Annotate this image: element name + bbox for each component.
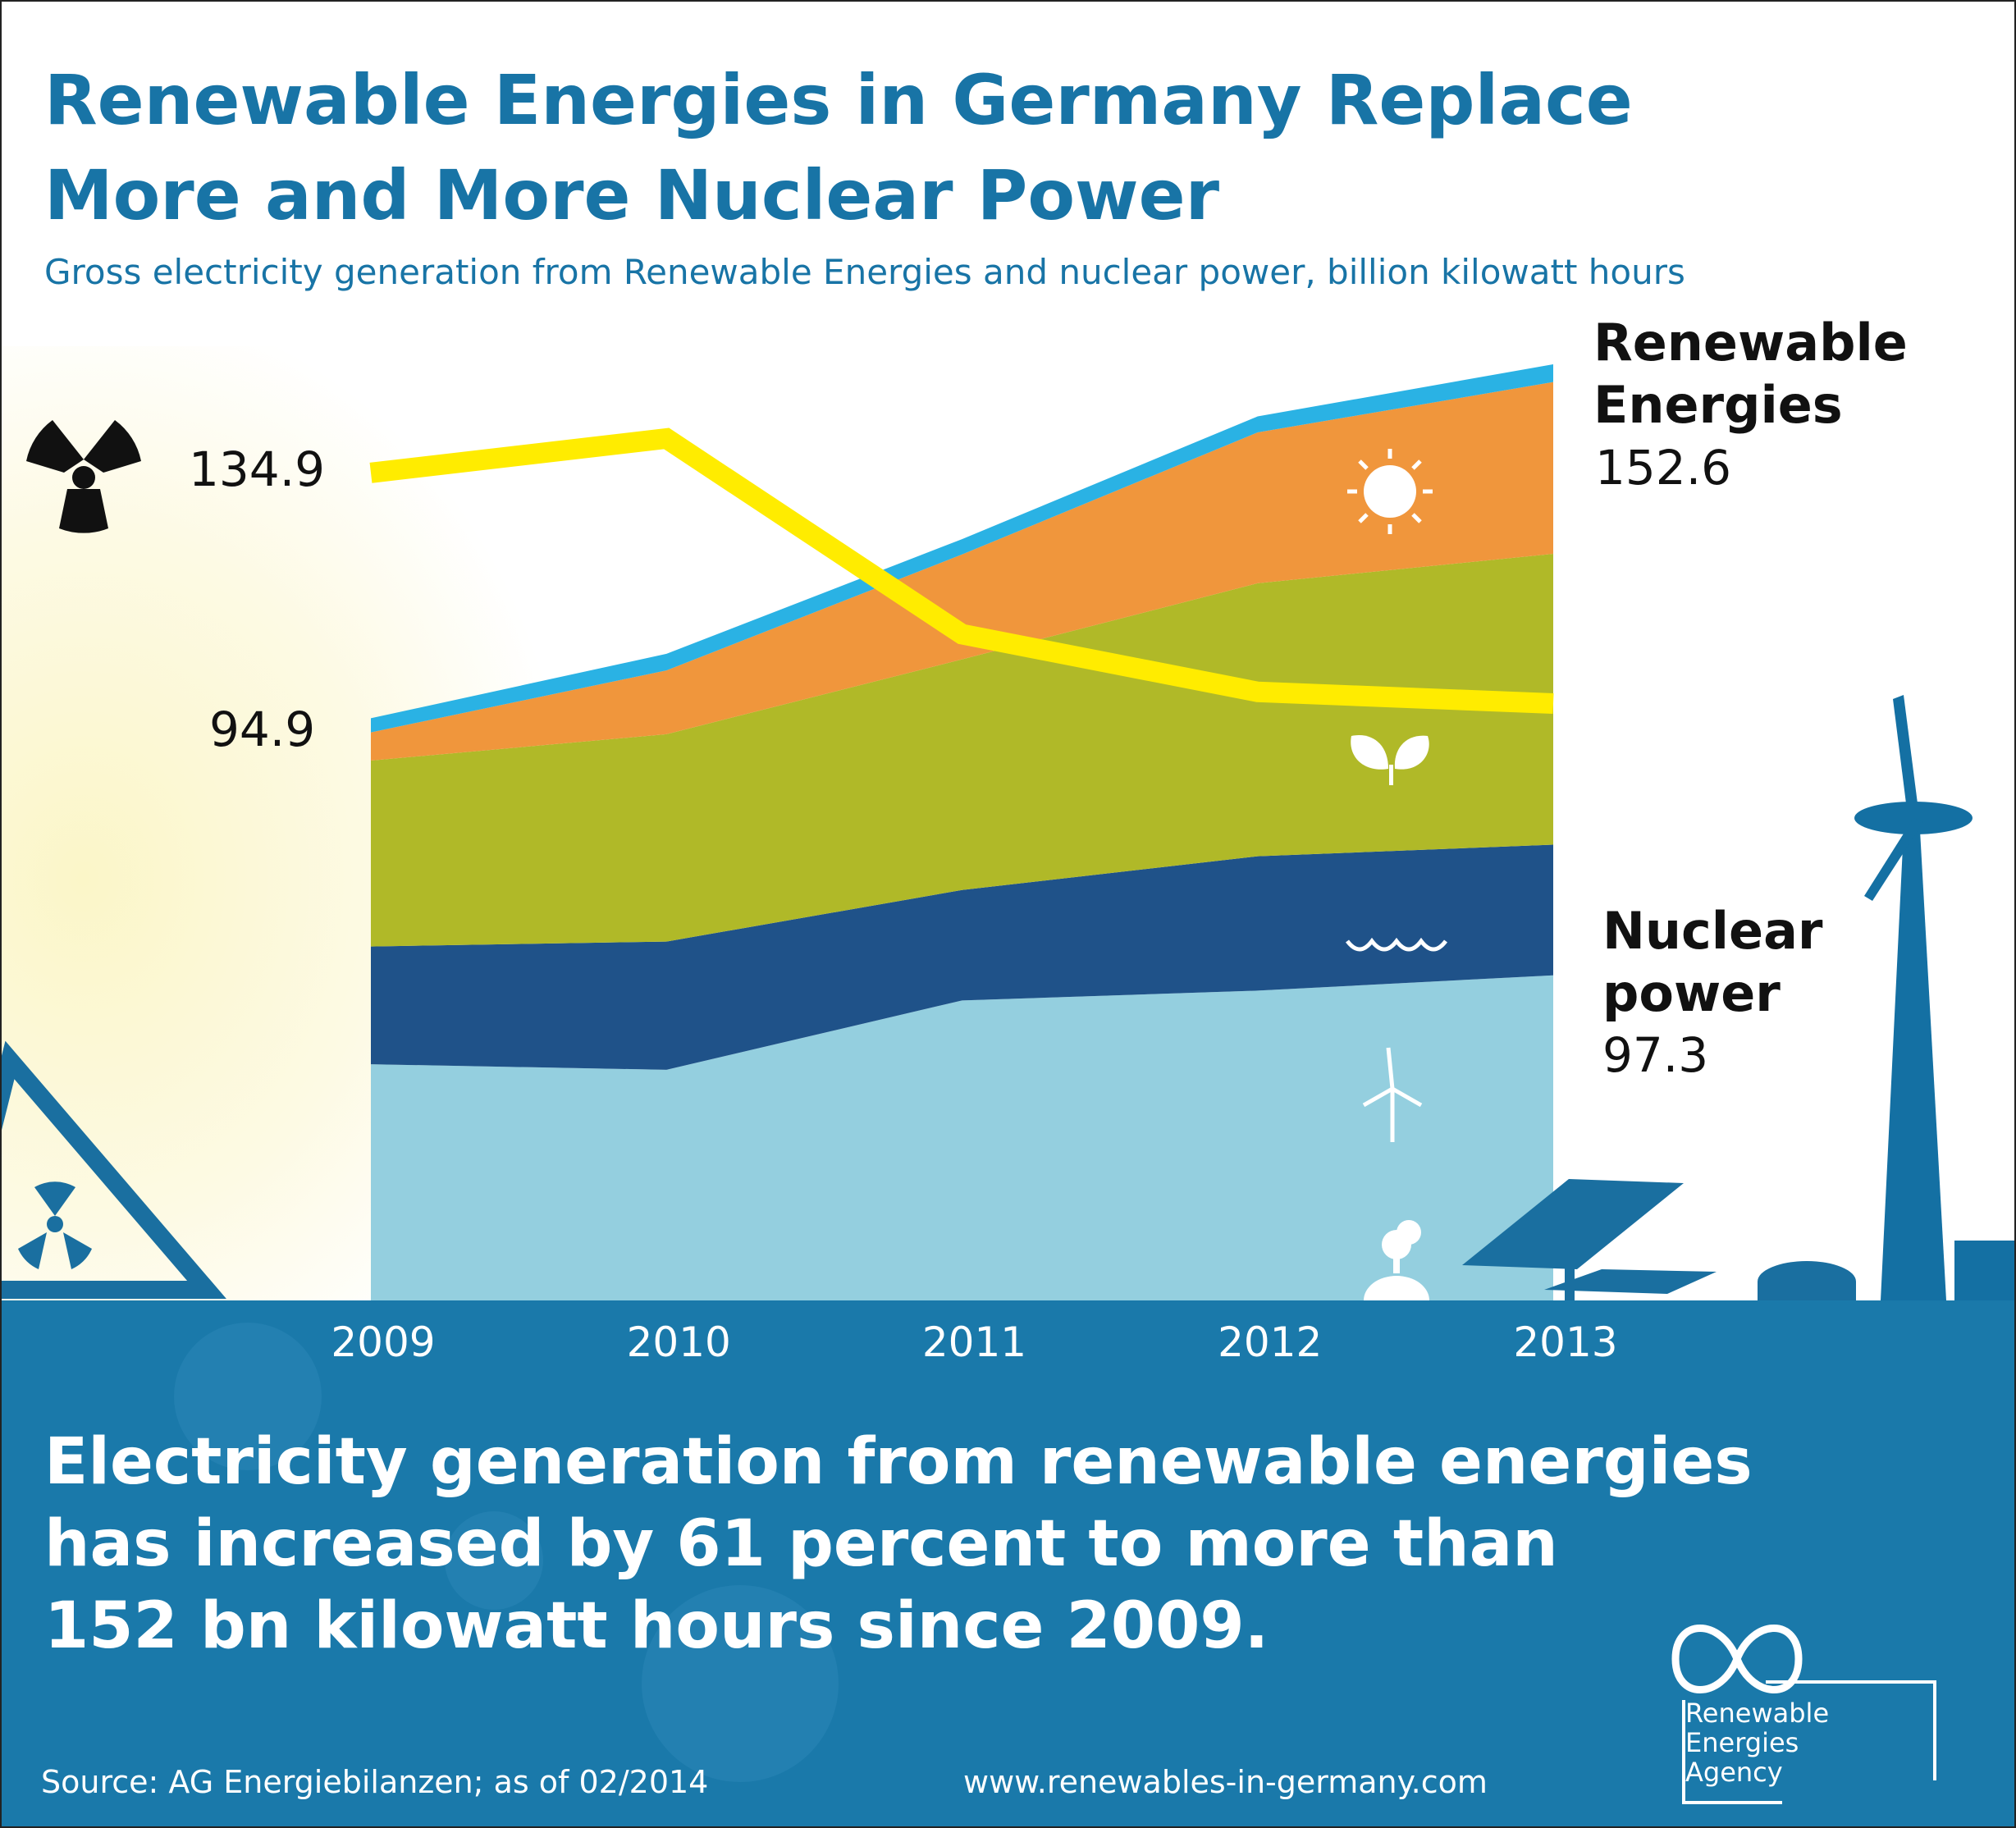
decorations <box>2 420 2014 1302</box>
area <box>371 975 1553 1300</box>
series-label: Nuclear power <box>1602 901 1823 1024</box>
x-tick-label: 2010 <box>626 1318 731 1366</box>
nuclear-line <box>369 427 1554 714</box>
headline-line: 152 bn kilowatt hours since 2009. <box>44 1589 1269 1663</box>
x-tick-label: 2011 <box>921 1318 1027 1366</box>
start-label: 134.9 <box>189 441 326 498</box>
radiation-icon <box>26 420 141 533</box>
end-label: 97.3 <box>1602 1027 1709 1084</box>
overlay <box>369 427 1554 714</box>
chart-subtitle: Gross electricity generation from Renewa… <box>44 252 1685 292</box>
solar-silhouette <box>1462 1179 1856 1302</box>
leaf-icon <box>1351 735 1429 785</box>
logo-mark <box>1671 1625 1936 1804</box>
x-tick-label: 2013 <box>1513 1318 1618 1366</box>
headline-line: has increased by 61 percent to more than <box>44 1507 1558 1581</box>
wind-icon <box>1362 1047 1423 1142</box>
headline: Electricity generation from renewable en… <box>44 1421 1753 1667</box>
area <box>371 364 1553 733</box>
warning-sign <box>2 1040 226 1299</box>
biogas-icon <box>1364 1220 1429 1300</box>
start-label: 94.9 <box>209 701 316 758</box>
end-label: 152.6 <box>1595 440 1732 496</box>
area <box>371 382 1553 761</box>
plot <box>371 364 1553 1300</box>
x-tick-label: 2012 <box>1218 1318 1323 1366</box>
chart-title: Renewable Energies in Germany Replace Mo… <box>44 60 1633 235</box>
turbine-silhouette <box>1854 695 2014 1300</box>
x-tick-label: 2009 <box>331 1318 436 1366</box>
sun-icon <box>1347 449 1433 534</box>
series-label: Renewable Energies <box>1593 313 1908 435</box>
logo-text: Renewable Energies Agency <box>1685 1698 1830 1788</box>
water-icon <box>1346 937 1447 952</box>
footer-texture <box>174 1323 839 1782</box>
area <box>371 844 1553 1070</box>
footer-band <box>2 1300 2014 1826</box>
source: Source: AG Energiebilanzen; as of 02/201… <box>41 1764 709 1800</box>
url: www.renewables-in-germany.com <box>963 1764 1488 1800</box>
headline-line: Electricity generation from renewable en… <box>44 1425 1753 1499</box>
area <box>371 554 1553 947</box>
